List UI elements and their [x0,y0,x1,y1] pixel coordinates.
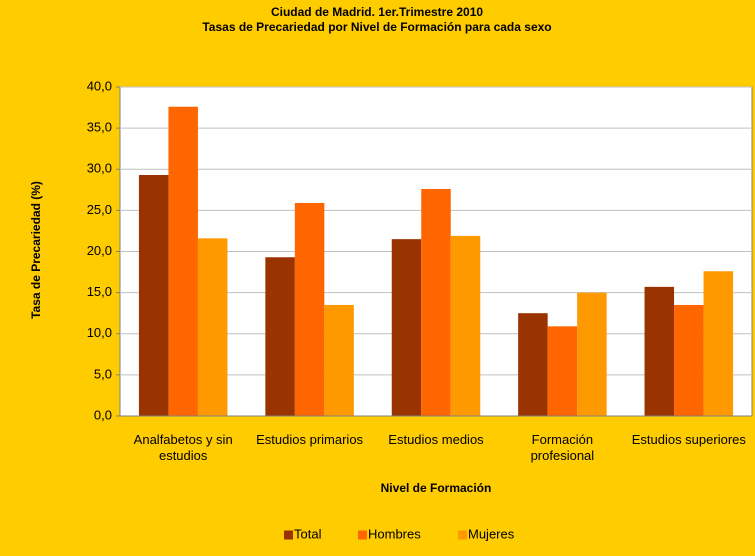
y-tick-label: 40,0 [87,78,112,93]
bar [547,326,578,416]
chart-title: Ciudad de Madrid. 1er.Trimestre 2010 [271,5,483,19]
bar [265,257,295,416]
y-tick-label: 30,0 [87,161,112,176]
y-tick-label: 0,0 [94,407,112,422]
y-tick-label: 20,0 [87,243,112,258]
y-tick-label: 35,0 [87,120,112,135]
y-tick-label: 10,0 [87,325,112,340]
y-axis-title: Tasa de Precariedad (%) [29,181,43,319]
legend-swatch [358,530,367,540]
legend-label: Hombres [368,526,421,541]
x-tick-label: Estudios superiores [631,432,746,447]
x-axis-title: Nivel de Formación [381,481,492,495]
bar [450,235,481,416]
legend-label: Mujeres [468,526,515,541]
legend-label: Total [294,526,322,541]
x-tick-label: Estudios primarios [256,432,364,447]
x-tick-label: Analfabetos y sin estudios [133,432,233,463]
bar [577,292,607,416]
bar [138,175,169,416]
x-tick-label: Estudios medios [388,432,484,447]
y-tick-label: 15,0 [87,284,112,299]
bar [197,238,228,416]
y-tick-label: 5,0 [94,366,112,381]
chart-subtitle: Tasas de Precariedad por Nivel de Formac… [202,20,551,34]
bar [644,286,675,416]
y-tick-label: 25,0 [87,202,112,217]
legend-swatch [458,530,467,540]
bar [168,106,198,417]
bar [391,239,422,416]
bar [518,313,548,416]
bar [674,304,704,416]
bar [703,271,734,416]
bar [421,188,451,416]
x-tick-label: Formación profesional [530,432,595,463]
bar [294,202,325,416]
bar [324,304,354,416]
legend-swatch [284,530,293,540]
